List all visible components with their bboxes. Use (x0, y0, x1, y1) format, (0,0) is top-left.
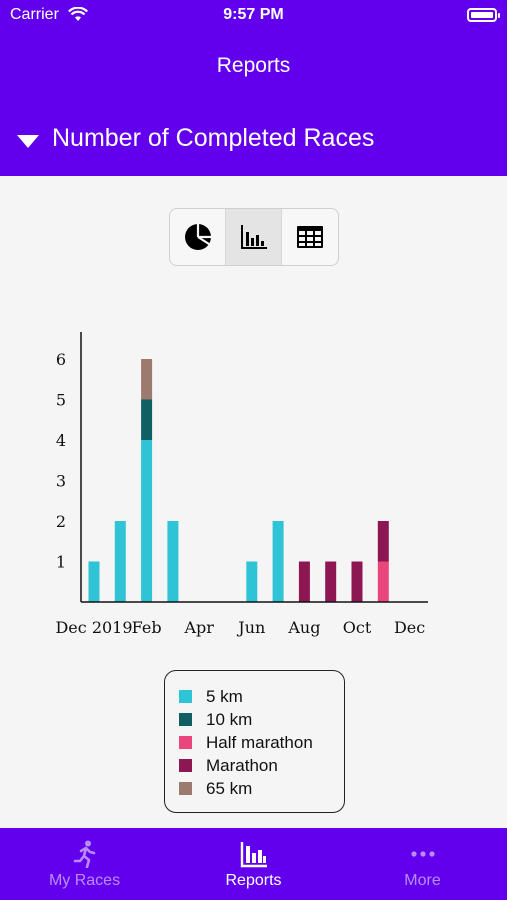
x-tick-label: Dec 2019 (55, 618, 132, 637)
disclosure-triangle-icon[interactable] (17, 135, 39, 148)
pie-chart-view-button[interactable] (170, 209, 226, 265)
runner-icon (73, 840, 95, 868)
status-bar: Carrier 9:57 PM (0, 0, 507, 30)
more-dots-icon (410, 851, 435, 857)
legend-swatch (179, 713, 192, 726)
header: Carrier 9:57 PM Reports Number of Comple… (0, 0, 507, 176)
bar-segment (141, 359, 153, 400)
section-title: Number of Completed Races (52, 124, 375, 152)
battery-icon (467, 8, 500, 22)
legend-label: Half marathon (206, 732, 313, 752)
chart-legend: 5 km 10 km Half marathon Marathon 65 km (164, 670, 345, 813)
status-time: 9:57 PM (223, 6, 284, 23)
y-tick-label: 4 (56, 431, 66, 450)
legend-label: Marathon (206, 755, 278, 775)
bar-segment (351, 561, 363, 602)
bar-segment (325, 561, 337, 602)
legend-swatch (179, 782, 192, 795)
legend-item: 5 km (179, 685, 344, 708)
legend-label: 65 km (206, 778, 253, 798)
tab-label: More (404, 872, 441, 889)
bar-segment (298, 561, 310, 602)
x-tick-label: Aug (287, 618, 320, 637)
bar-segment (246, 561, 258, 602)
bar-chart-icon (240, 225, 267, 249)
legend-item: 10 km (179, 708, 344, 731)
y-tick-label: 6 (56, 350, 66, 369)
legend-item: Marathon (179, 754, 344, 777)
table-icon (296, 226, 323, 248)
tab-bar: My Races Reports More (0, 828, 507, 900)
y-tick-label: 5 (56, 391, 66, 410)
races-bar-chart: 1 2 3 4 5 6 Dec 2019 Feb Apr Jun Aug Oct Dec (55, 332, 428, 637)
y-tick-label: 2 (56, 512, 66, 531)
bar-segment (141, 440, 153, 602)
wifi-icon (68, 7, 88, 21)
y-tick-label: 1 (56, 553, 66, 572)
legend-swatch (179, 759, 192, 772)
bar-segment (167, 521, 179, 602)
x-tick-label: Dec (394, 618, 425, 637)
tab-label: My Races (48, 872, 121, 889)
x-tick-label: Feb (132, 618, 162, 637)
tab-reports[interactable]: Reports (169, 828, 338, 900)
legend-label: 10 km (206, 709, 253, 729)
bar-segment (114, 521, 126, 602)
x-tick-label: Oct (343, 618, 372, 637)
carrier-label: Carrier (10, 6, 59, 23)
bar-segment (141, 399, 153, 440)
bar-chart-view-button[interactable] (226, 209, 282, 265)
page-title: Reports (216, 54, 291, 77)
legend-label: 5 km (206, 686, 243, 706)
legend-item: 65 km (179, 777, 344, 800)
tab-more[interactable]: More (338, 828, 507, 900)
table-view-button[interactable] (282, 209, 338, 265)
y-tick-label: 3 (56, 472, 66, 491)
chart-view-switcher (169, 208, 339, 266)
tab-my-races[interactable]: My Races (0, 828, 169, 900)
pie-chart-icon (184, 224, 211, 250)
section-header-toggle[interactable]: Number of Completed Races (0, 118, 507, 164)
bar-segment (377, 521, 389, 562)
bar-segment (88, 561, 100, 602)
legend-item: Half marathon (179, 731, 344, 754)
x-tick-label: Jun (236, 618, 265, 637)
legend-swatch (179, 736, 192, 749)
x-tick-label: Apr (183, 618, 214, 637)
tab-label: Reports (225, 872, 282, 889)
bar-chart-icon (240, 842, 267, 868)
bar-segment (272, 521, 284, 602)
legend-swatch (179, 690, 192, 703)
bar-segment (377, 561, 389, 602)
